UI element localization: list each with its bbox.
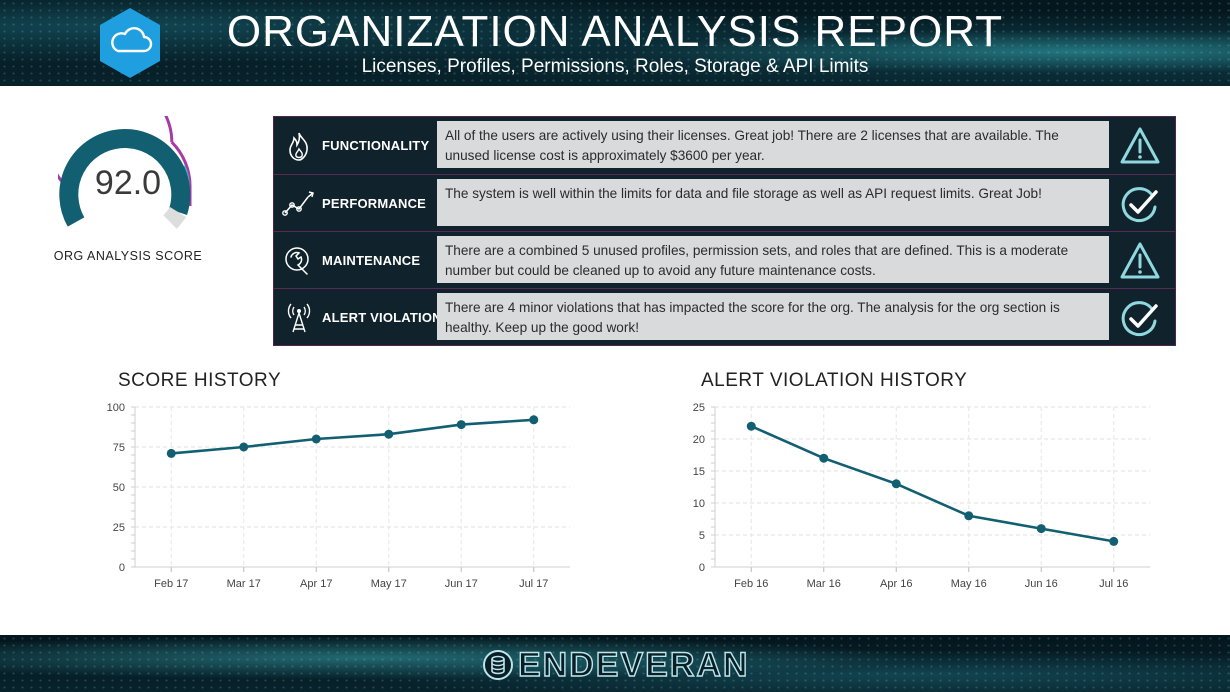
y-tick-label: 100 [107,402,125,414]
y-tick-label: 15 [693,466,705,478]
x-tick-label: Feb 17 [154,578,188,590]
data-point [311,434,321,444]
antenna-tower-icon [287,303,311,333]
footer-background-pattern [0,635,1230,692]
y-tick-label: 5 [699,530,705,542]
score-label: ORG ANALYSIS SCORE [53,249,203,263]
category-label: PERFORMANCE [322,196,427,211]
y-tick-label: 10 [693,498,705,510]
y-tick-label: 50 [113,482,125,494]
y-tick-label: 25 [693,402,705,414]
gauge-remainder [163,206,187,229]
x-tick-label: Jul 17 [519,578,548,590]
warning-icon [1120,127,1160,164]
gauge-ring [59,129,191,227]
trend-graph-icon [282,191,314,216]
data-point [1036,524,1046,534]
x-tick-label: Mar 17 [227,578,261,590]
alert-violation-history-chart: 0 5 10 15 20 25 Feb 16 Mar 16 Apr 16 May 16 Jun 16… [693,402,1150,590]
data-point [819,453,829,463]
series-line [750,425,1114,543]
category-label: FUNCTIONALITY [322,138,430,153]
report-footer: ENDEVERAN [0,635,1230,692]
warning-icon [1120,242,1160,279]
data-point [529,415,539,425]
wrench-icon [285,247,309,275]
category-label: MAINTENANCE [322,253,421,268]
x-tick-label: Jul 16 [1099,578,1128,590]
data-point [456,420,466,430]
data-point [384,429,394,439]
data-point [1109,536,1119,546]
category-description: There are a combined 5 unused profiles, … [437,236,1109,283]
x-tick-label: May 17 [371,578,407,590]
brand-logo: ENDEVERAN [482,645,752,685]
y-tick-label: 0 [119,562,125,574]
data-point [166,448,176,458]
check-icon [1121,301,1158,337]
category-row-performance: PERFORMANCE The system is well within th… [274,174,1175,232]
score-gauge [58,116,192,229]
data-point [891,479,901,489]
score-history-title: SCORE HISTORY [118,370,282,391]
x-tick-label: Mar 16 [807,578,841,590]
alert-history-title: ALERT VIOLATION HISTORY [701,370,968,391]
x-tick-label: Jun 17 [445,578,478,590]
y-tick-label: 75 [113,442,125,454]
page-subtitle: Licenses, Profiles, Permissions, Roles, … [361,56,869,77]
x-tick-label: Apr 17 [300,578,332,590]
category-table: FUNCTIONALITY All of the users are activ… [273,116,1176,346]
flame-icon [289,132,308,161]
category-row-maintenance: MAINTENANCE There are a combined 5 unuse… [274,231,1175,289]
category-description: The system is well within the limits for… [437,179,1109,226]
check-icon [1121,187,1158,223]
page-title: ORGANIZATION ANALYSIS REPORT [226,7,1004,56]
category-row-alert-violation: ALERT VIOLATION There are 4 minor violat… [274,288,1175,346]
data-point [964,511,974,521]
database-icon [483,650,513,680]
header-background-pattern [0,0,1230,86]
x-tick-label: Jun 16 [1025,578,1058,590]
report-header: ORGANIZATION ANALYSIS REPORT Licenses, P… [0,0,1230,86]
y-tick-label: 0 [699,562,705,574]
x-tick-label: Feb 16 [734,578,768,590]
y-tick-label: 25 [113,522,125,534]
category-row-functionality: FUNCTIONALITY All of the users are activ… [274,117,1175,174]
category-label: ALERT VIOLATION [322,310,442,325]
data-point [746,421,756,431]
cloud-icon [100,8,160,78]
score-history-chart: 0 25 50 75 100 Feb 17 Mar 17 Apr 17 May 17 Jun 17… [107,402,570,590]
series-line [171,418,534,455]
brand-name: ENDEVERAN [517,645,750,684]
y-tick-label: 20 [693,434,705,446]
score-value: 92.0 [94,164,162,202]
data-point [239,442,249,452]
category-description: There are 4 minor violations that has im… [437,293,1109,340]
x-tick-label: May 16 [951,578,987,590]
x-tick-label: Apr 16 [880,578,912,590]
category-description: All of the users are actively using thei… [437,121,1109,168]
